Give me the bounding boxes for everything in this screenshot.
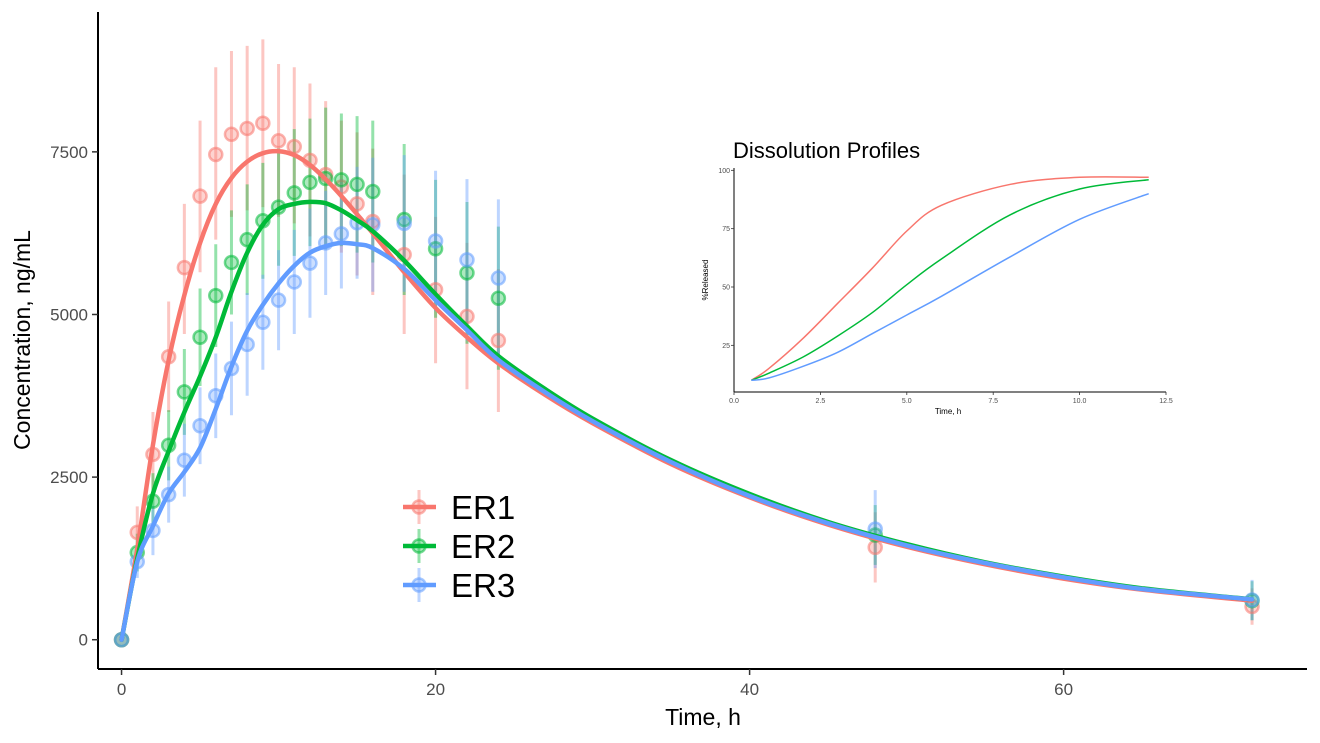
- er3-observed-point: [286, 274, 303, 290]
- y-tick-label: 5000: [50, 305, 88, 324]
- er3-observed-point: [270, 292, 287, 308]
- er3-observed-point: [490, 270, 507, 286]
- er2-observed-point: [302, 174, 318, 191]
- x-axis-title: Time, h: [665, 704, 741, 730]
- inset-x-tick-label: 10.0: [1073, 398, 1087, 405]
- legend-key-point: [411, 577, 427, 593]
- inset-y-tick-label: 75: [722, 226, 730, 233]
- er1-observed-point: [208, 146, 224, 163]
- inset-dissolution-panel: Dissolution Profiles 0.0 2.5 5.0 7.5 10.0 12.…: [701, 138, 1173, 416]
- inset-y-tick-label: 25: [722, 343, 730, 350]
- er1-observed-point: [192, 188, 208, 204]
- inset-x-tick-label: 2.5: [816, 398, 826, 405]
- inset-x-tick-label: 12.5: [1159, 398, 1173, 405]
- er2-observed-point: [333, 172, 350, 188]
- inset-x-tick-label: 5.0: [902, 398, 912, 405]
- er3-observed-point: [459, 252, 475, 268]
- main-ticks: 0 20 40 60 0 2500 5000 7500: [50, 143, 1073, 699]
- inset-series-2-line: [751, 178, 1149, 382]
- legend-label: ER2: [451, 528, 515, 565]
- er2-observed-point: [208, 287, 224, 304]
- er1-observed-point: [270, 133, 287, 149]
- inset-series-3-line: [751, 192, 1149, 382]
- y-tick-label: 0: [79, 631, 88, 650]
- er1-observed-point: [867, 539, 883, 556]
- er2-observed-point: [349, 176, 365, 193]
- main-predicted-lines: [119, 148, 1255, 642]
- legend-item-er1: ER1: [403, 489, 515, 526]
- x-tick-label: 40: [740, 680, 759, 699]
- x-tick-label: 60: [1054, 680, 1073, 699]
- y-axis-title: Concentration, ng/mL: [9, 230, 35, 450]
- legend-key-point: [411, 499, 427, 515]
- er3-predicted-line: [119, 240, 1255, 642]
- er3-observed-point: [333, 226, 350, 242]
- main-axes: [97, 12, 1307, 670]
- inset-series-1-line: [750, 176, 1149, 381]
- legend-key-point: [411, 538, 427, 554]
- x-tick-label: 0: [117, 680, 126, 699]
- er2-observed-point: [365, 183, 381, 200]
- er1-observed-point: [239, 120, 255, 137]
- inset-x-tick-label: 0.0: [729, 398, 739, 405]
- er3-observed-point: [255, 314, 271, 331]
- y-tick-label: 2500: [50, 468, 88, 487]
- er2-observed-point: [192, 329, 208, 345]
- er2-observed-point: [459, 265, 475, 281]
- inset-lines: [750, 176, 1149, 382]
- inset-y-tick-label: 100: [718, 168, 730, 175]
- er1-observed-point: [223, 126, 240, 143]
- inset-ticks: 0.0 2.5 5.0 7.5 10.0 12.5 25 50 75 100: [718, 168, 1173, 405]
- inset-x-axis-title: Time, h: [935, 407, 961, 416]
- er2-observed-point: [286, 185, 303, 201]
- er1-observed-point: [459, 308, 475, 325]
- er3-observed-point: [427, 233, 444, 249]
- er1-observed-point: [255, 115, 271, 131]
- er2-observed-point: [223, 254, 240, 271]
- y-tick-label: 7500: [50, 143, 88, 162]
- er3-observed-point: [302, 255, 318, 271]
- er3-observed-point: [396, 215, 412, 232]
- legend-label: ER3: [451, 567, 515, 604]
- legend-label: ER1: [451, 489, 515, 526]
- er1-observed-point: [490, 332, 507, 349]
- legend-item-er3: ER3: [403, 567, 515, 604]
- inset-y-tick-label: 50: [722, 285, 730, 292]
- er3-observed-point: [192, 417, 208, 434]
- main-plot-panel: 0 20 40 60 0 2500 5000 7500 Time, h Concentrati…: [9, 12, 1307, 730]
- x-tick-label: 20: [426, 680, 445, 699]
- legend-item-er2: ER2: [403, 528, 515, 565]
- inset-y-axis-title: %Released: [701, 260, 710, 301]
- inset-x-tick-label: 7.5: [988, 398, 998, 405]
- inset-title: Dissolution Profiles: [733, 138, 920, 163]
- er2-observed-point: [490, 290, 507, 306]
